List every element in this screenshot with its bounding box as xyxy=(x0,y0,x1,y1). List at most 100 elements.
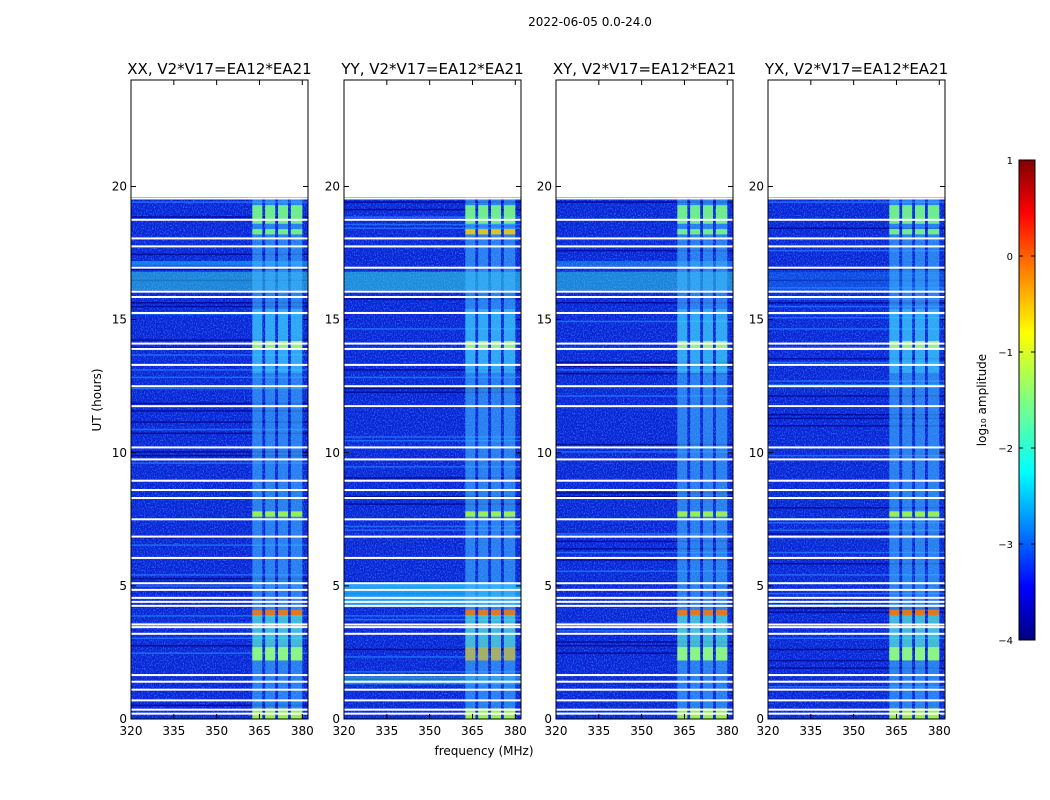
panel-xx: XX, V2*V17=EA12*EA21 320 335 350 365 380 0 5 10 1… xyxy=(112,60,314,738)
flagged-row xyxy=(131,266,308,269)
flagged-row xyxy=(131,596,308,599)
row-stripe xyxy=(768,425,945,427)
flagged-row xyxy=(131,479,308,482)
row-stripe xyxy=(131,574,308,576)
row-stripe xyxy=(131,704,308,707)
row-stripe xyxy=(556,548,733,550)
flagged-row xyxy=(344,363,521,366)
row-stripe xyxy=(768,659,945,662)
rfi-column xyxy=(927,197,940,719)
flagged-row xyxy=(344,626,521,629)
rfi-segment xyxy=(491,511,502,517)
flagged-row xyxy=(556,596,733,599)
x-tick-label: 350 xyxy=(630,724,653,738)
flagged-row xyxy=(344,245,521,248)
flagged-row xyxy=(131,497,308,500)
rfi-column xyxy=(491,197,502,719)
rfi-segment xyxy=(491,615,502,661)
rfi-segment xyxy=(252,229,263,235)
row-stripe xyxy=(131,652,308,654)
rfi-segment xyxy=(503,205,516,224)
rfi-segment xyxy=(715,340,728,349)
rfi-column xyxy=(252,197,263,719)
panel-title: XX, V2*V17=EA12*EA21 xyxy=(127,60,311,78)
flagged-row xyxy=(556,446,733,449)
row-stripe xyxy=(768,302,945,304)
rfi-segment xyxy=(927,229,940,235)
x-tick-label: 320 xyxy=(120,724,143,738)
rfi-segment xyxy=(503,647,516,661)
row-stripe xyxy=(344,201,521,203)
flagged-row xyxy=(344,197,521,200)
row-stripe xyxy=(768,395,945,397)
flagged-row xyxy=(768,699,945,702)
flagged-row xyxy=(344,600,521,603)
flagged-row xyxy=(768,556,945,559)
colorbar-tick-label: −2 xyxy=(998,444,1013,455)
rfi-segment xyxy=(715,647,728,661)
flagged-row xyxy=(344,518,521,521)
rfi-segment xyxy=(915,511,926,517)
flagged-row xyxy=(556,518,733,521)
flagged-row xyxy=(344,623,521,626)
row-stripe xyxy=(344,436,521,438)
row-stripe xyxy=(556,361,733,364)
flagged-row xyxy=(344,497,521,500)
row-stripe xyxy=(768,298,945,300)
row-stripe xyxy=(131,432,308,435)
flagged-row xyxy=(556,582,733,585)
row-stripe xyxy=(556,395,733,397)
axes-frame xyxy=(130,79,309,720)
rfi-segment xyxy=(503,340,516,349)
flagged-row xyxy=(556,497,733,500)
row-stripe xyxy=(131,451,308,453)
flagged-row xyxy=(131,405,308,408)
flagged-row xyxy=(556,588,733,591)
row-stripe xyxy=(131,302,308,304)
flagged-row xyxy=(768,604,945,607)
flagged-row xyxy=(131,311,308,314)
rfi-segment xyxy=(491,205,502,224)
rfi-segment xyxy=(290,340,303,349)
rfi-segment xyxy=(889,205,900,224)
rfi-segment xyxy=(278,308,289,373)
colorbar-ticks: 1 0 −1 −2 −3 −4 xyxy=(998,156,1035,647)
rfi-segment xyxy=(252,647,263,661)
row-stripe xyxy=(556,652,733,654)
flagged-row xyxy=(768,680,945,683)
rfi-column xyxy=(715,197,728,719)
colorbar-label: log₁₀ amplitude xyxy=(975,354,989,446)
rfi-segment xyxy=(677,205,688,224)
rfi-segment xyxy=(703,647,714,661)
rfi-column xyxy=(889,197,900,719)
flagged-row xyxy=(768,385,945,388)
row-stripe xyxy=(556,641,733,643)
row-stripe xyxy=(344,208,521,211)
rfi-segment xyxy=(703,340,714,349)
rfi-segment xyxy=(703,308,714,373)
rfi-column xyxy=(503,197,516,719)
y-tick-label: 0 xyxy=(119,712,127,726)
flagged-row xyxy=(556,237,733,240)
row-stripe xyxy=(131,585,308,587)
row-stripe xyxy=(556,533,733,535)
row-stripe xyxy=(344,648,521,651)
row-stripe xyxy=(556,320,733,323)
flagged-row xyxy=(556,295,733,298)
flagged-row xyxy=(768,596,945,599)
rfi-segment xyxy=(902,615,913,661)
flagged-row xyxy=(344,596,521,599)
row-stripe xyxy=(131,369,308,371)
row-stripe xyxy=(344,671,521,673)
rfi-segment xyxy=(927,340,940,349)
row-stripe xyxy=(344,656,521,658)
row-stripe xyxy=(556,302,733,304)
rfi-column xyxy=(902,197,913,719)
rfi-segment xyxy=(465,340,476,349)
y-tick-label: 5 xyxy=(756,579,764,593)
rfi-segment xyxy=(252,511,263,517)
y-axis-label: UT (hours) xyxy=(90,368,104,431)
flagged-row xyxy=(131,688,308,691)
x-tick-label: 380 xyxy=(716,724,739,738)
rfi-segment xyxy=(265,647,276,661)
